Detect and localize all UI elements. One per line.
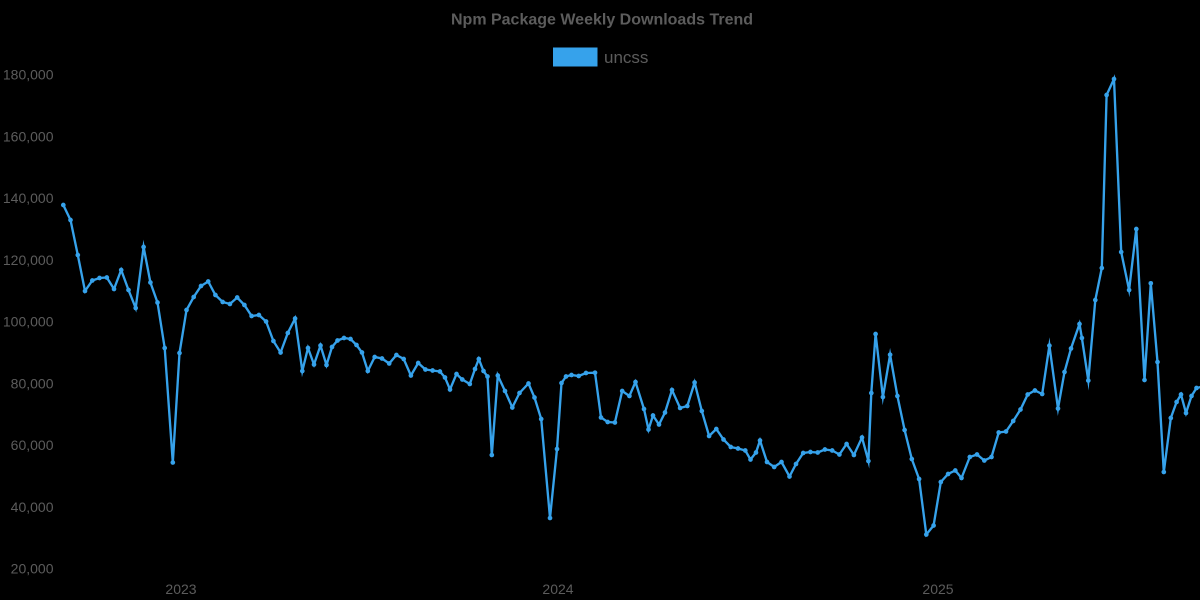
- svg-text:Npm Package Weekly Downloads T: Npm Package Weekly Downloads Trend: [451, 12, 753, 29]
- svg-text:140,000: 140,000: [3, 190, 54, 206]
- svg-text:20,000: 20,000: [11, 561, 54, 577]
- svg-text:60,000: 60,000: [11, 437, 54, 453]
- svg-text:80,000: 80,000: [11, 375, 54, 391]
- svg-text:2023: 2023: [165, 581, 196, 597]
- svg-text:2024: 2024: [542, 581, 573, 597]
- svg-text:160,000: 160,000: [3, 128, 54, 144]
- svg-text:120,000: 120,000: [3, 252, 54, 268]
- svg-text:180,000: 180,000: [3, 67, 54, 83]
- svg-text:100,000: 100,000: [3, 314, 54, 330]
- svg-text:2025: 2025: [922, 581, 953, 597]
- svg-text:uncss: uncss: [604, 48, 648, 67]
- svg-text:40,000: 40,000: [11, 499, 54, 515]
